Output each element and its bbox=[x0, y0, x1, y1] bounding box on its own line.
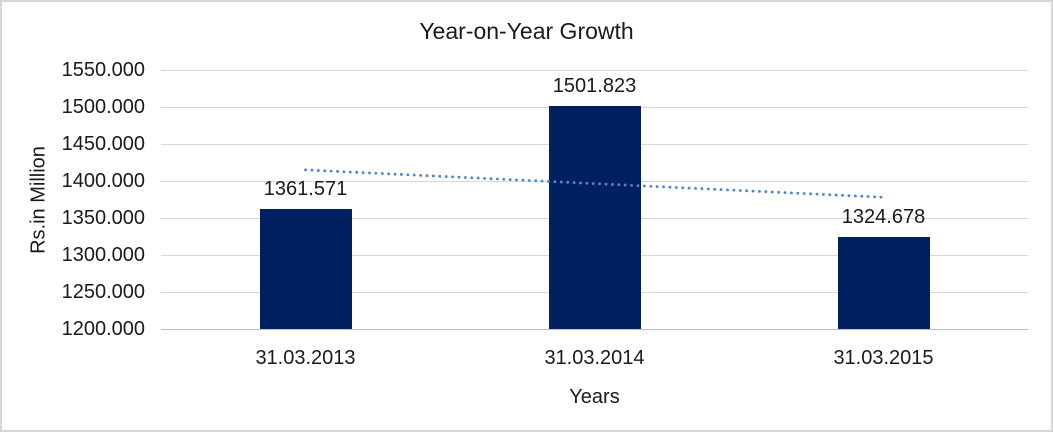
y-axis-title: Rs.in Million bbox=[27, 146, 50, 254]
bar bbox=[837, 236, 930, 329]
data-label: 1361.571 bbox=[263, 178, 348, 201]
gridline bbox=[161, 70, 1028, 71]
x-axis-line bbox=[161, 329, 1028, 330]
x-axis-tick-label: 31.03.2014 bbox=[544, 347, 645, 369]
y-axis-tick-label: 1400.000 bbox=[61, 170, 145, 192]
y-axis-tick-label: 1550.000 bbox=[61, 59, 145, 81]
chart-title: Year-on-Year Growth bbox=[419, 18, 634, 44]
y-axis-tick-label: 1350.000 bbox=[61, 207, 145, 229]
x-axis-title: Years bbox=[569, 386, 620, 408]
y-axis-tick-label: 1250.000 bbox=[61, 281, 145, 303]
y-axis-tick-label: 1300.000 bbox=[61, 244, 145, 266]
bar bbox=[259, 209, 352, 329]
y-axis-tick-label: 1450.000 bbox=[61, 133, 145, 155]
plot-area: 1361.571 1501.823 1324.678 bbox=[161, 70, 1028, 330]
bar bbox=[548, 105, 641, 329]
x-axis-tick-label: 31.03.2015 bbox=[833, 347, 934, 369]
data-label: 1501.823 bbox=[552, 74, 637, 97]
y-axis-tick-label: 1500.000 bbox=[61, 96, 145, 118]
data-label: 1324.678 bbox=[841, 205, 926, 228]
y-axis-tick-label: 1200.000 bbox=[61, 318, 145, 340]
x-axis-tick-label: 31.03.2013 bbox=[255, 347, 356, 369]
